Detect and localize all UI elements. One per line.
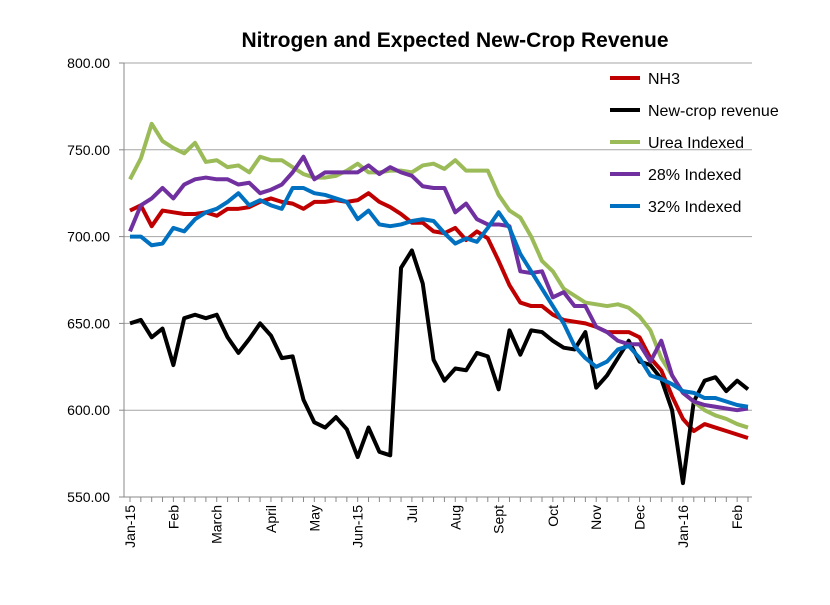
y-tick-label: 650.00 — [67, 315, 110, 331]
series-line — [129, 191, 749, 440]
series-line — [130, 185, 749, 409]
x-tick-label: Oct — [545, 505, 561, 527]
x-tick-label: Jul — [404, 505, 420, 523]
x-tick-label: March — [209, 505, 225, 544]
series-line — [128, 154, 749, 413]
x-tick-label: Feb — [729, 505, 745, 529]
legend-label: 32% Indexed — [648, 199, 741, 216]
y-tick-label: 800.00 — [67, 55, 110, 71]
y-tick-label: 550.00 — [67, 489, 110, 505]
legend-label: Urea Indexed — [648, 135, 744, 152]
x-tick-label: May — [306, 505, 322, 531]
x-tick-label: Sept — [491, 505, 507, 534]
legend-label: NH3 — [648, 71, 680, 88]
x-tick-label: Feb — [165, 505, 181, 529]
x-tick-label: Jan-15 — [122, 505, 138, 548]
series-line — [128, 121, 749, 430]
legend-label: New-crop revenue — [648, 103, 779, 120]
x-tick-label: Jun-15 — [350, 505, 366, 548]
x-tick-label: Dec — [632, 505, 648, 530]
y-tick-label: 600.00 — [67, 402, 110, 418]
y-tick-label: 700.00 — [67, 229, 110, 245]
x-tick-label: Nov — [588, 505, 604, 530]
x-tick-label: April — [263, 505, 279, 533]
x-tick-label: Jan-16 — [675, 505, 691, 548]
legend-label: 28% Indexed — [648, 167, 741, 184]
chart-title: Nitrogen and Expected New-Crop Revenue — [241, 29, 668, 52]
y-tick-label: 750.00 — [67, 142, 110, 158]
x-tick-label: Aug — [447, 505, 463, 530]
